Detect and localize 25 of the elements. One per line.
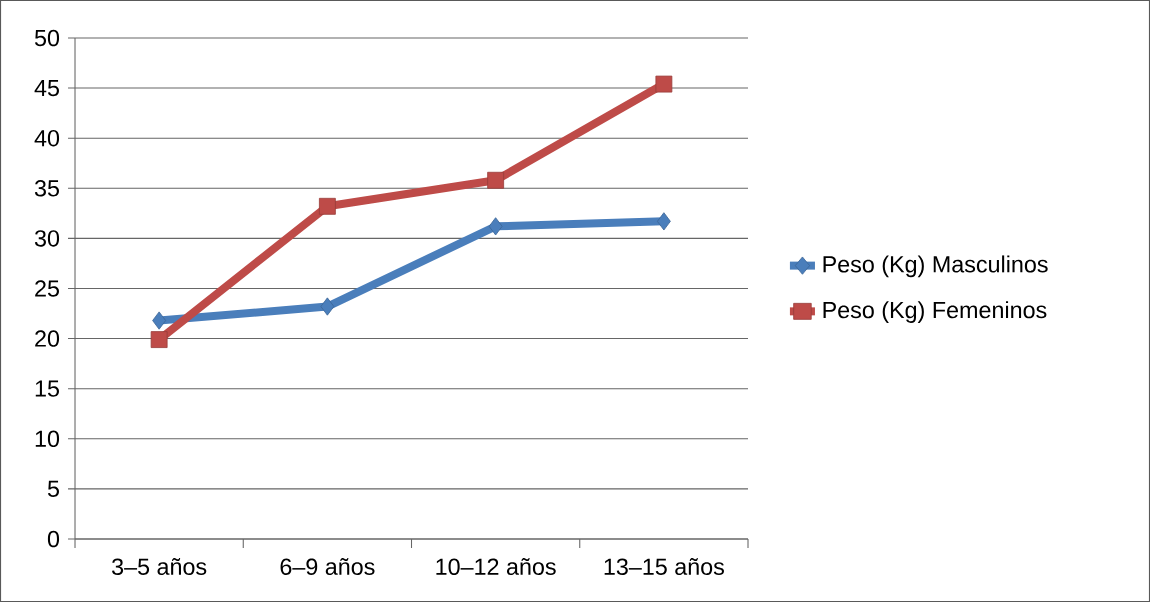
legend-label: Peso (Kg) Masculinos — [823, 255, 1048, 278]
x-tick-label: 10–12 años — [436, 558, 556, 575]
point — [320, 297, 335, 316]
y-tick-label: 0 — [47, 530, 60, 548]
y-tick-label: 35 — [34, 180, 59, 197]
y-tick-label: 25 — [35, 280, 59, 297]
point — [487, 171, 505, 189]
y-tick-label: 30 — [34, 230, 60, 247]
point — [488, 217, 503, 236]
y-tick-label: 50 — [34, 29, 60, 47]
point — [150, 331, 168, 348]
y-tick-label: 45 — [34, 79, 59, 97]
y-tick-label: 40 — [34, 129, 60, 147]
y-tick-label: 10 — [35, 430, 60, 448]
x-tick-label: 6–9 años — [280, 558, 375, 575]
point — [655, 75, 673, 93]
x-tick-label: 3–5 años — [112, 558, 207, 575]
point — [318, 197, 336, 215]
point — [656, 212, 671, 231]
y-tick-label: 20 — [35, 330, 60, 347]
point — [152, 311, 167, 330]
y-tick-label: 15 — [35, 380, 59, 397]
y-tick-label: 5 — [47, 480, 59, 498]
x-tick-label: 13–15 años — [604, 558, 724, 575]
legend-label: Peso (Kg) Femeninos — [823, 301, 1047, 323]
